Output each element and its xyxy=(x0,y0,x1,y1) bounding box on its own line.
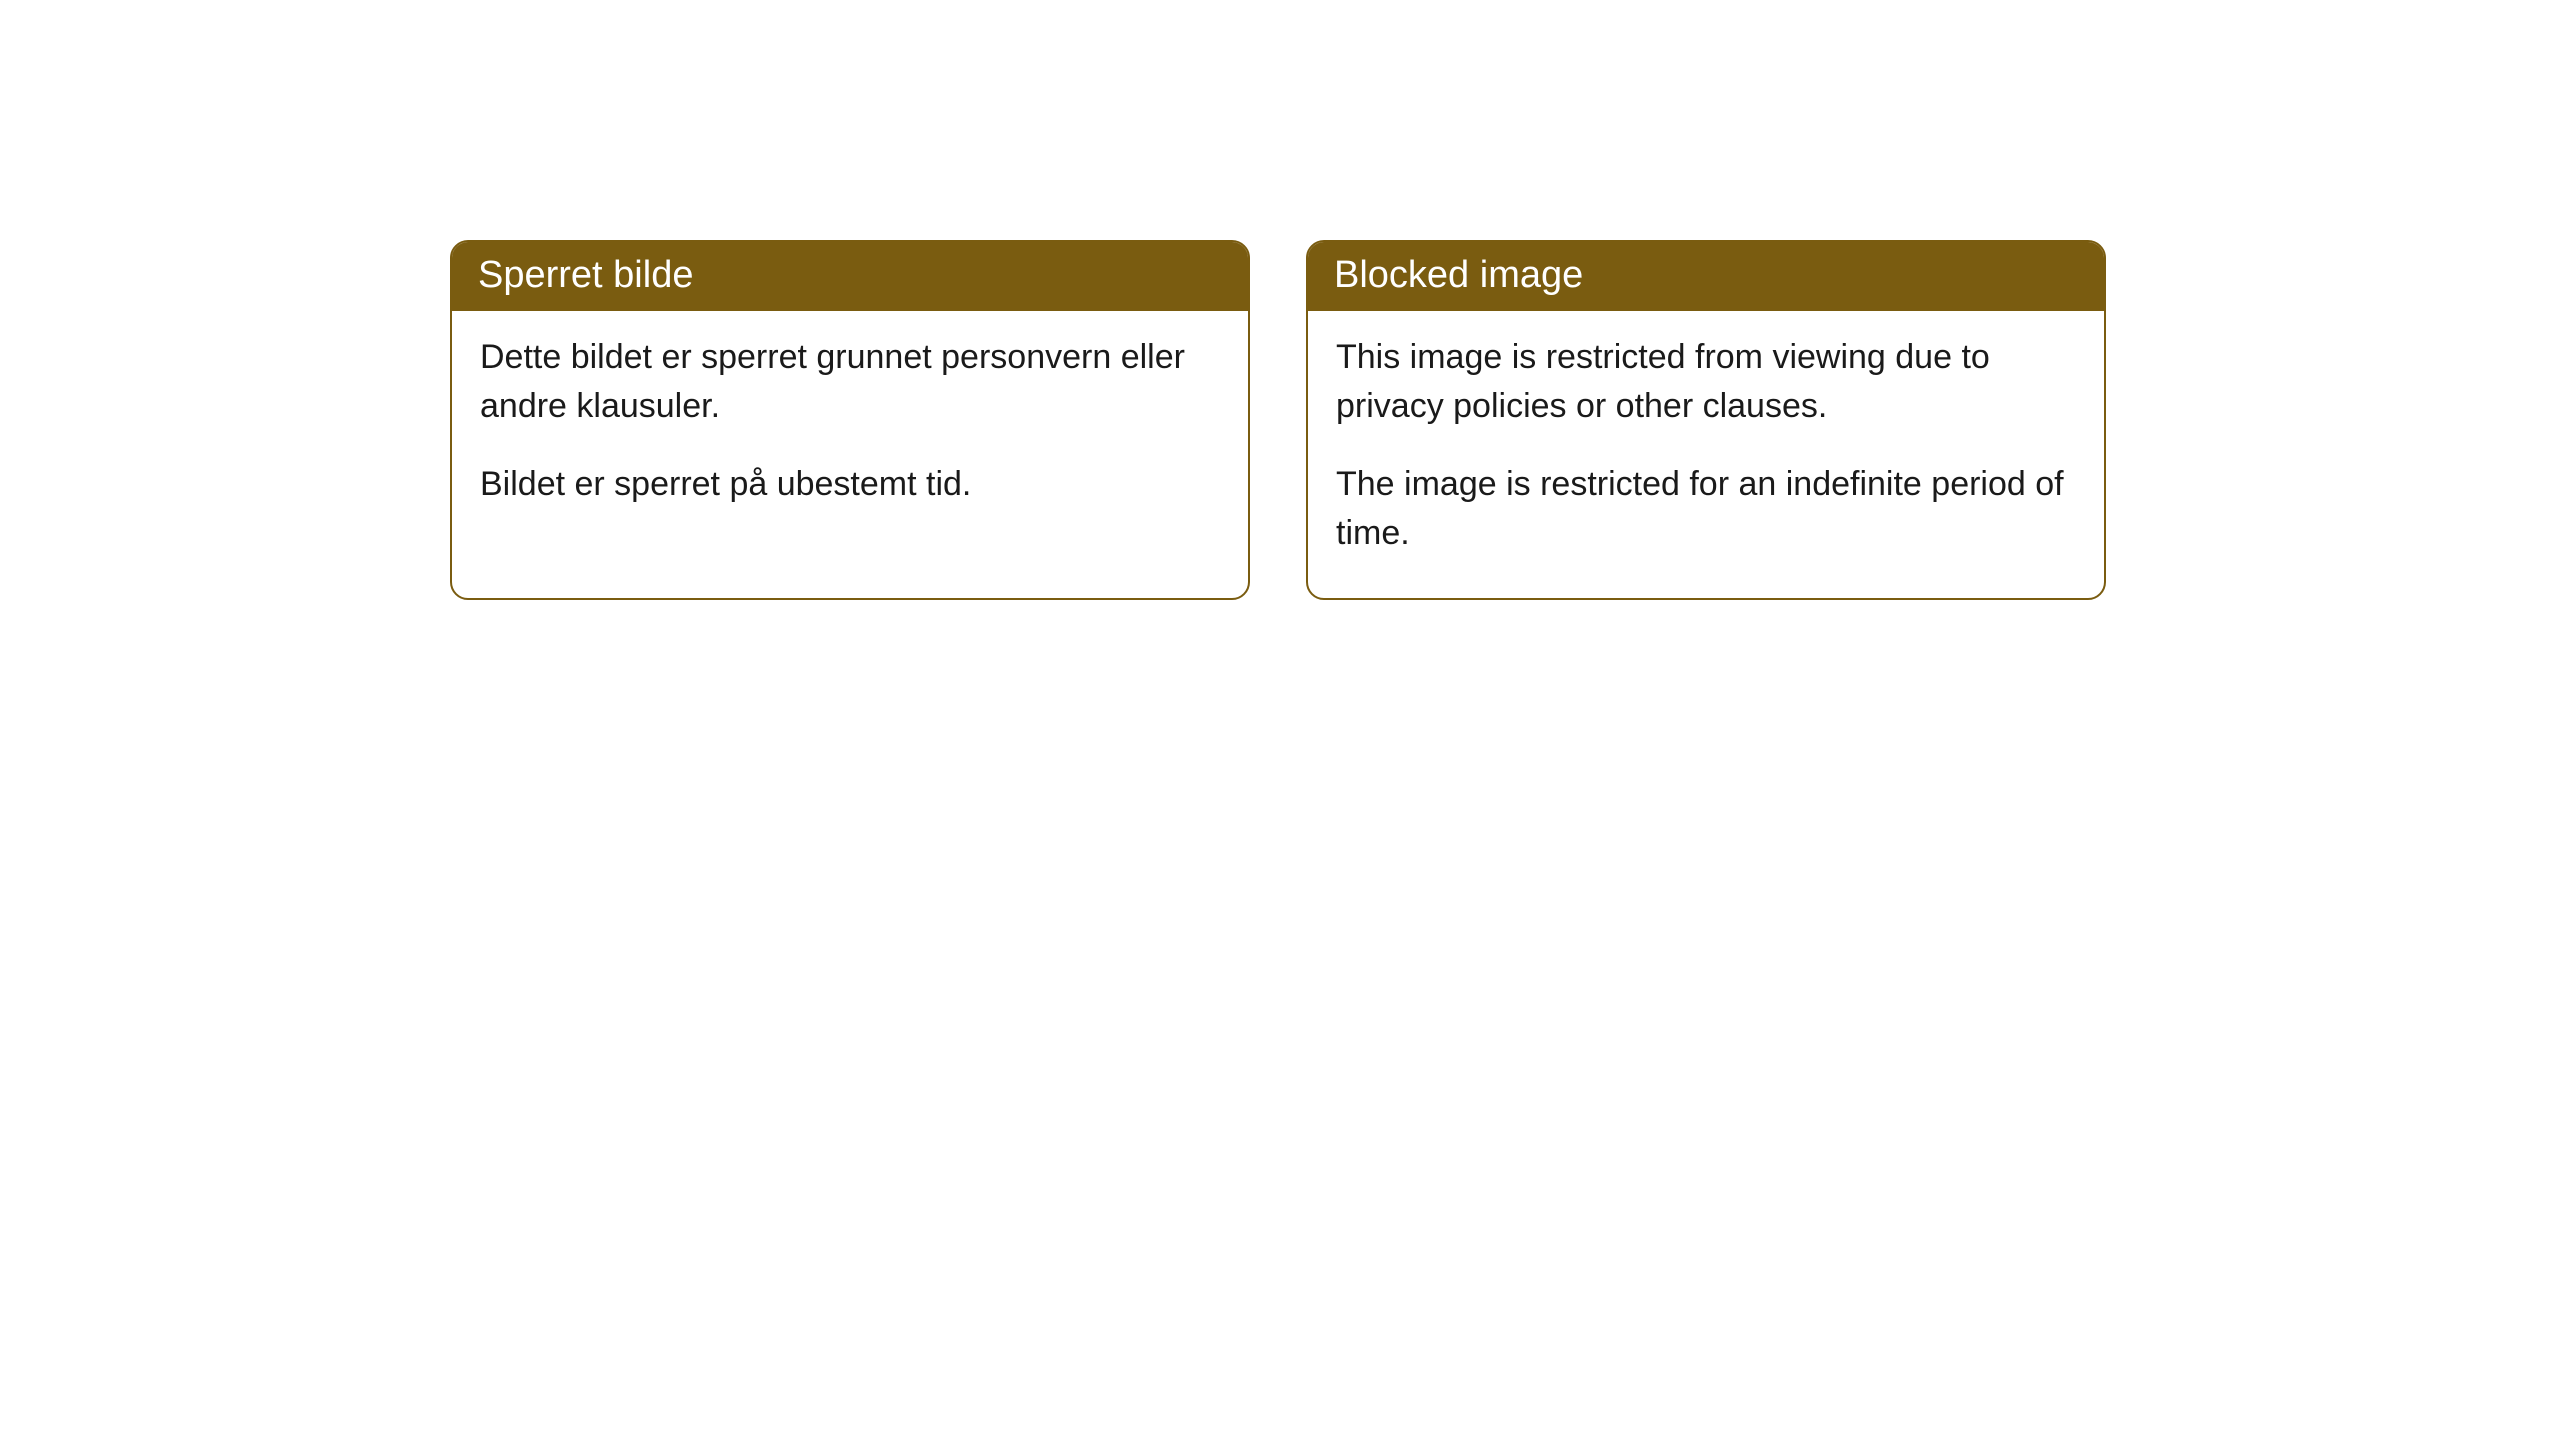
card-body: Dette bildet er sperret grunnet personve… xyxy=(452,311,1248,549)
card-title: Sperret bilde xyxy=(452,242,1248,311)
card-paragraph: This image is restricted from viewing du… xyxy=(1336,333,2076,432)
notice-card-english: Blocked image This image is restricted f… xyxy=(1306,240,2106,600)
card-body: This image is restricted from viewing du… xyxy=(1308,311,2104,598)
card-paragraph: Bildet er sperret på ubestemt tid. xyxy=(480,460,1220,509)
card-paragraph: Dette bildet er sperret grunnet personve… xyxy=(480,333,1220,432)
card-paragraph: The image is restricted for an indefinit… xyxy=(1336,460,2076,559)
notice-cards-container: Sperret bilde Dette bildet er sperret gr… xyxy=(450,240,2560,600)
notice-card-norwegian: Sperret bilde Dette bildet er sperret gr… xyxy=(450,240,1250,600)
card-title: Blocked image xyxy=(1308,242,2104,311)
